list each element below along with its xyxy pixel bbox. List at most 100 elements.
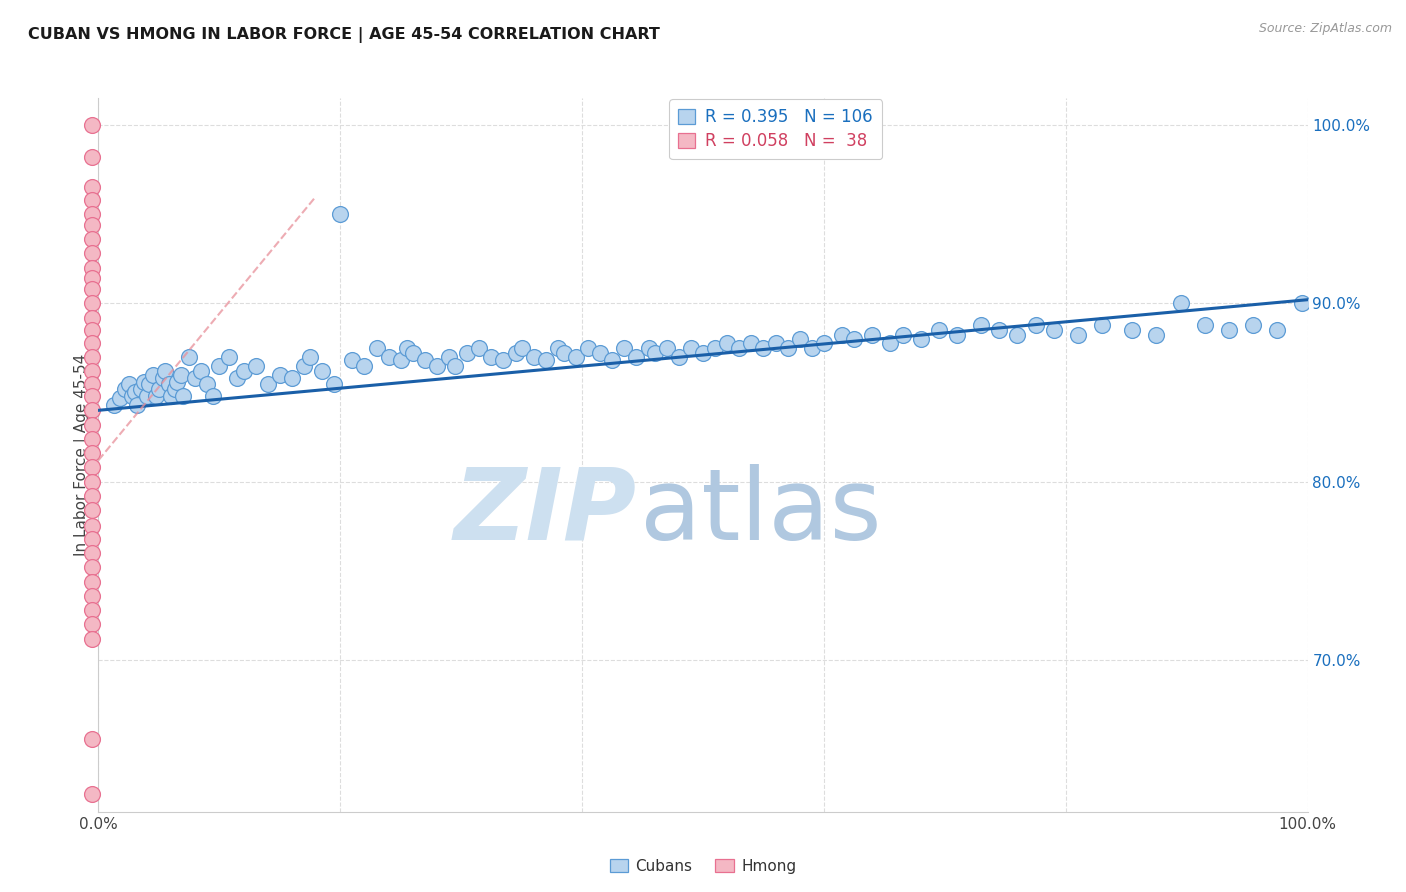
Point <box>353 359 375 373</box>
Point <box>82 335 104 350</box>
Point <box>82 603 104 617</box>
Legend: Cubans, Hmong: Cubans, Hmong <box>603 853 803 880</box>
Point <box>547 341 569 355</box>
Point <box>190 364 212 378</box>
Point <box>135 389 157 403</box>
Point <box>82 731 104 746</box>
Point <box>765 335 787 350</box>
Point <box>831 328 853 343</box>
Point <box>82 376 104 391</box>
Point <box>366 341 388 355</box>
Point <box>281 371 304 385</box>
Point <box>728 341 751 355</box>
Point <box>114 382 136 396</box>
Point <box>910 332 932 346</box>
Point <box>342 353 364 368</box>
Point <box>118 376 141 391</box>
Point <box>166 375 188 389</box>
Point <box>505 346 527 360</box>
Point <box>82 403 104 417</box>
Point <box>534 353 557 368</box>
Point <box>82 282 104 296</box>
Point <box>1218 323 1240 337</box>
Point <box>679 341 702 355</box>
Text: Source: ZipAtlas.com: Source: ZipAtlas.com <box>1258 22 1392 36</box>
Point <box>668 350 690 364</box>
Point <box>245 359 267 373</box>
Point <box>82 118 104 132</box>
Point <box>82 207 104 221</box>
Point <box>232 364 254 378</box>
Point <box>82 589 104 603</box>
Point <box>82 296 104 310</box>
Point <box>800 341 823 355</box>
Point <box>82 632 104 646</box>
Point <box>329 207 352 221</box>
Point <box>377 350 399 364</box>
Point <box>655 341 678 355</box>
Point <box>413 353 436 368</box>
Point <box>82 560 104 574</box>
Point <box>82 260 104 275</box>
Point <box>323 376 346 391</box>
Point <box>82 574 104 589</box>
Point <box>644 346 666 360</box>
Text: atlas: atlas <box>640 464 882 560</box>
Point <box>299 350 322 364</box>
Point <box>82 460 104 475</box>
Point <box>844 332 866 346</box>
Point <box>776 341 799 355</box>
Point <box>256 376 278 391</box>
Point <box>704 341 727 355</box>
Point <box>456 346 478 360</box>
Point <box>481 350 503 364</box>
Point <box>148 382 170 396</box>
Point <box>82 475 104 489</box>
Point <box>269 368 291 382</box>
Point <box>523 350 546 364</box>
Point <box>565 350 588 364</box>
Point <box>163 382 186 396</box>
Point <box>82 432 104 446</box>
Point <box>82 519 104 533</box>
Point <box>134 375 156 389</box>
Point <box>692 346 714 360</box>
Point <box>82 364 104 378</box>
Point <box>218 350 240 364</box>
Point <box>1042 323 1064 337</box>
Point <box>82 787 104 801</box>
Point <box>82 446 104 460</box>
Text: CUBAN VS HMONG IN LABOR FORCE | AGE 45-54 CORRELATION CHART: CUBAN VS HMONG IN LABOR FORCE | AGE 45-5… <box>28 27 659 43</box>
Point <box>402 346 425 360</box>
Point <box>576 341 599 355</box>
Point <box>626 350 648 364</box>
Point <box>157 376 180 391</box>
Point <box>426 359 449 373</box>
Point <box>860 328 883 343</box>
Point <box>82 617 104 632</box>
Point <box>602 353 624 368</box>
Point <box>82 503 104 517</box>
Point <box>124 385 146 400</box>
Point <box>82 246 104 260</box>
Point <box>179 350 201 364</box>
Point <box>510 341 533 355</box>
Point <box>789 332 811 346</box>
Point <box>1091 318 1114 332</box>
Point <box>127 398 149 412</box>
Point <box>1291 296 1313 310</box>
Point <box>946 328 969 343</box>
Point <box>292 359 315 373</box>
Point <box>82 350 104 364</box>
Point <box>389 353 412 368</box>
Point <box>195 376 218 391</box>
Point <box>82 417 104 432</box>
Point <box>202 389 225 403</box>
Point <box>589 346 612 360</box>
Point <box>1067 328 1090 343</box>
Point <box>879 335 901 350</box>
Point <box>138 376 160 391</box>
Point <box>1121 323 1143 337</box>
Point <box>1146 328 1168 343</box>
Point <box>103 398 125 412</box>
